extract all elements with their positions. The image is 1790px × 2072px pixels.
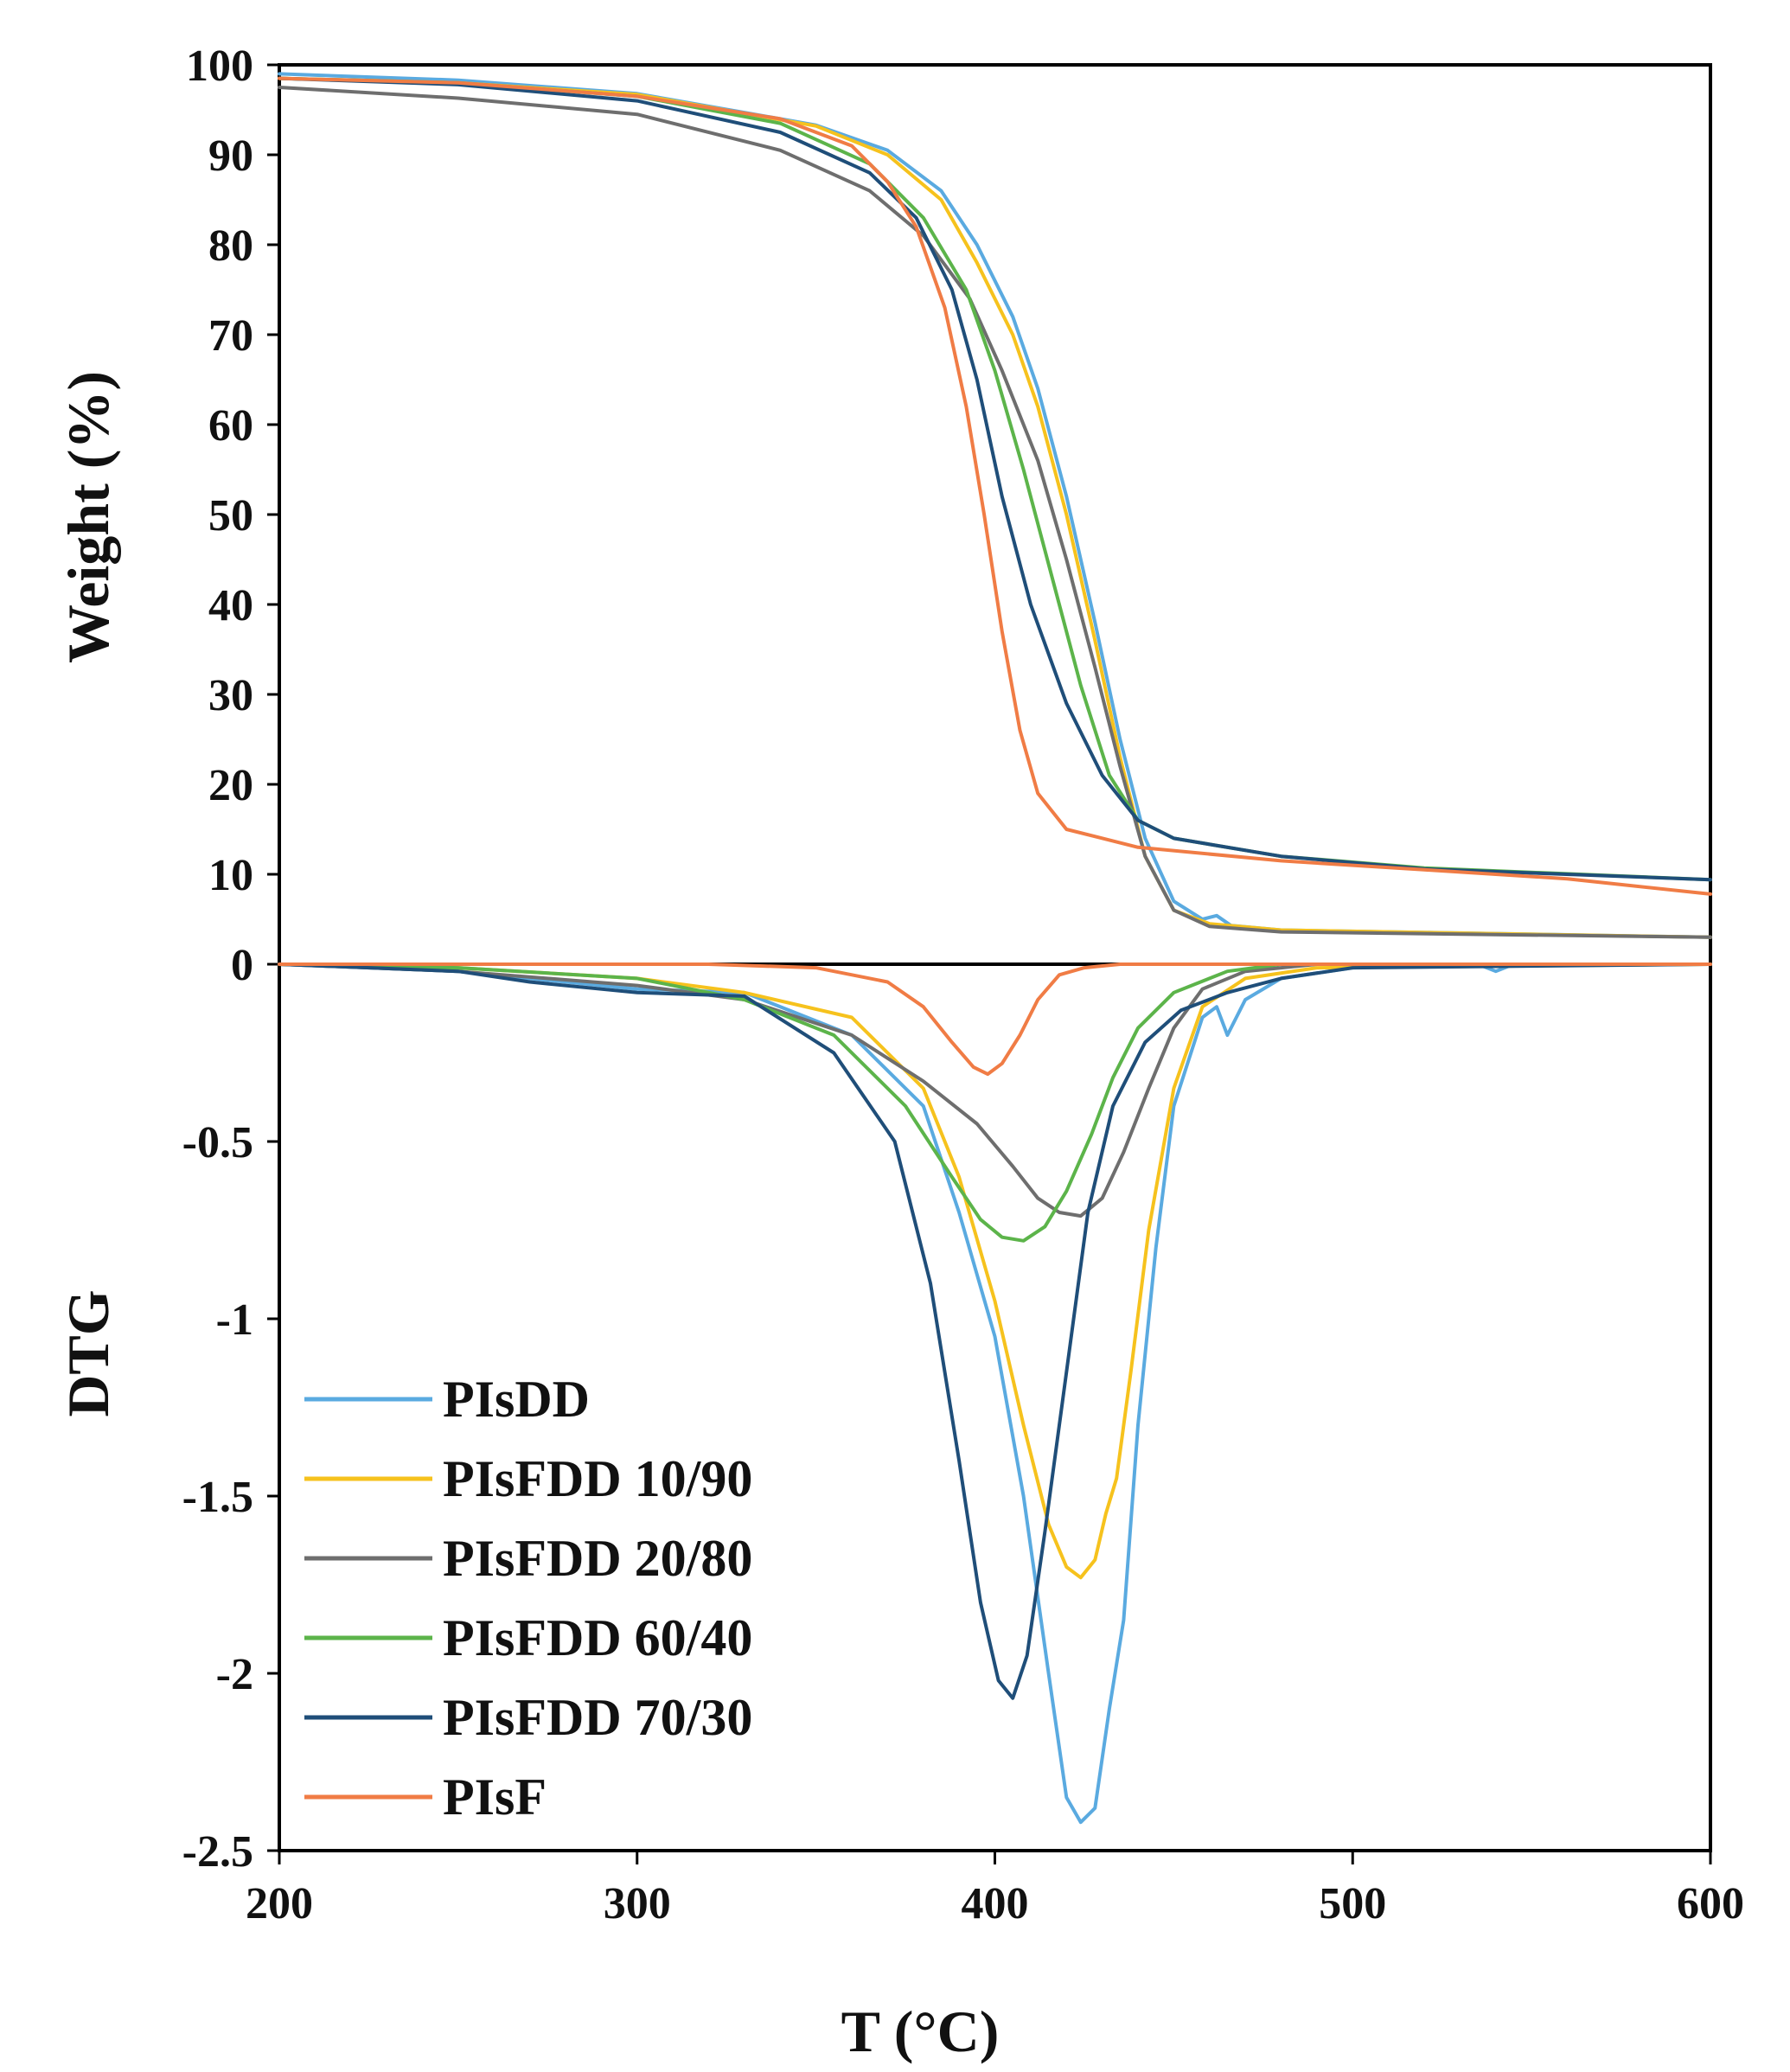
weight-line-pisfdd-20-80 [278, 86, 1712, 939]
series-lines [278, 72, 1712, 1825]
weight-tick-label: 60 [208, 401, 253, 451]
dtg-line-pisfdd-10-90 [278, 962, 1712, 1580]
x-tick-label: 300 [604, 1879, 671, 1928]
weight-tick-label: 40 [208, 581, 253, 630]
weight-line-pisfdd-10-90 [278, 76, 1712, 939]
weight-tick-label: 10 [208, 851, 253, 900]
dtg-line-pisfdd-70-30 [278, 962, 1712, 1700]
x-axis-title: T (°C) [841, 1998, 1000, 2064]
legend-label: PIsFDD 70/30 [443, 1689, 752, 1746]
legend-label: PIsFDD 10/90 [443, 1450, 752, 1507]
dtg-tick-label: -2 [216, 1650, 253, 1699]
legend-label: PIsFDD 20/80 [443, 1530, 752, 1587]
x-tick-label: 200 [246, 1879, 313, 1928]
legend-label: PIsDD [443, 1371, 590, 1428]
weight-tick-label: 50 [208, 491, 253, 540]
x-tick-label: 500 [1319, 1879, 1386, 1928]
x-tick-label: 600 [1677, 1879, 1744, 1928]
weight-line-pisfdd-70-30 [278, 76, 1712, 882]
dtg-line-pisfdd-60-40 [278, 962, 1712, 1243]
dtg-tick-label: -1.5 [182, 1473, 253, 1522]
dtg-axis-title: DTG [55, 1289, 121, 1417]
weight-tick-label: 100 [186, 42, 253, 91]
weight-line-pisdd [278, 72, 1712, 939]
dtg-tick-label: -0.5 [182, 1118, 253, 1167]
weight-tick-label: 30 [208, 671, 253, 720]
weight-tick-label: 90 [208, 131, 253, 181]
legend-label: PIsF [443, 1768, 547, 1826]
dtg-line-pisfdd-20-80 [278, 962, 1712, 1218]
dtg-y-ticks: -0.5 -1 -1.5 -2 -2.5 [182, 962, 279, 1877]
weight-tick-label: 70 [208, 311, 253, 361]
weight-y-ticks: 0 10 20 30 40 50 60 70 80 90 100 [186, 42, 279, 990]
x-tick-label: 400 [962, 1879, 1029, 1928]
dtg-tick-label: -1 [216, 1295, 253, 1345]
weight-tick-label: 20 [208, 761, 253, 810]
dtg-tick-label: -2.5 [182, 1827, 253, 1877]
legend: PIsDD PIsFDD 10/90 PIsFDD 20/80 PIsFDD 60/4… [304, 1371, 752, 1826]
legend-label: PIsFDD 60/40 [443, 1609, 752, 1666]
weight-tick-label: 80 [208, 221, 253, 271]
x-ticks: 200 300 400 500 600 [246, 1851, 1744, 1928]
weight-line-pisfdd-60-40 [278, 76, 1712, 882]
dtg-line-pisf [278, 962, 1712, 1077]
weight-axis-title: Weight (%) [55, 371, 121, 663]
weight-line-pisf [278, 76, 1712, 896]
weight-tick-label: 0 [231, 941, 253, 990]
